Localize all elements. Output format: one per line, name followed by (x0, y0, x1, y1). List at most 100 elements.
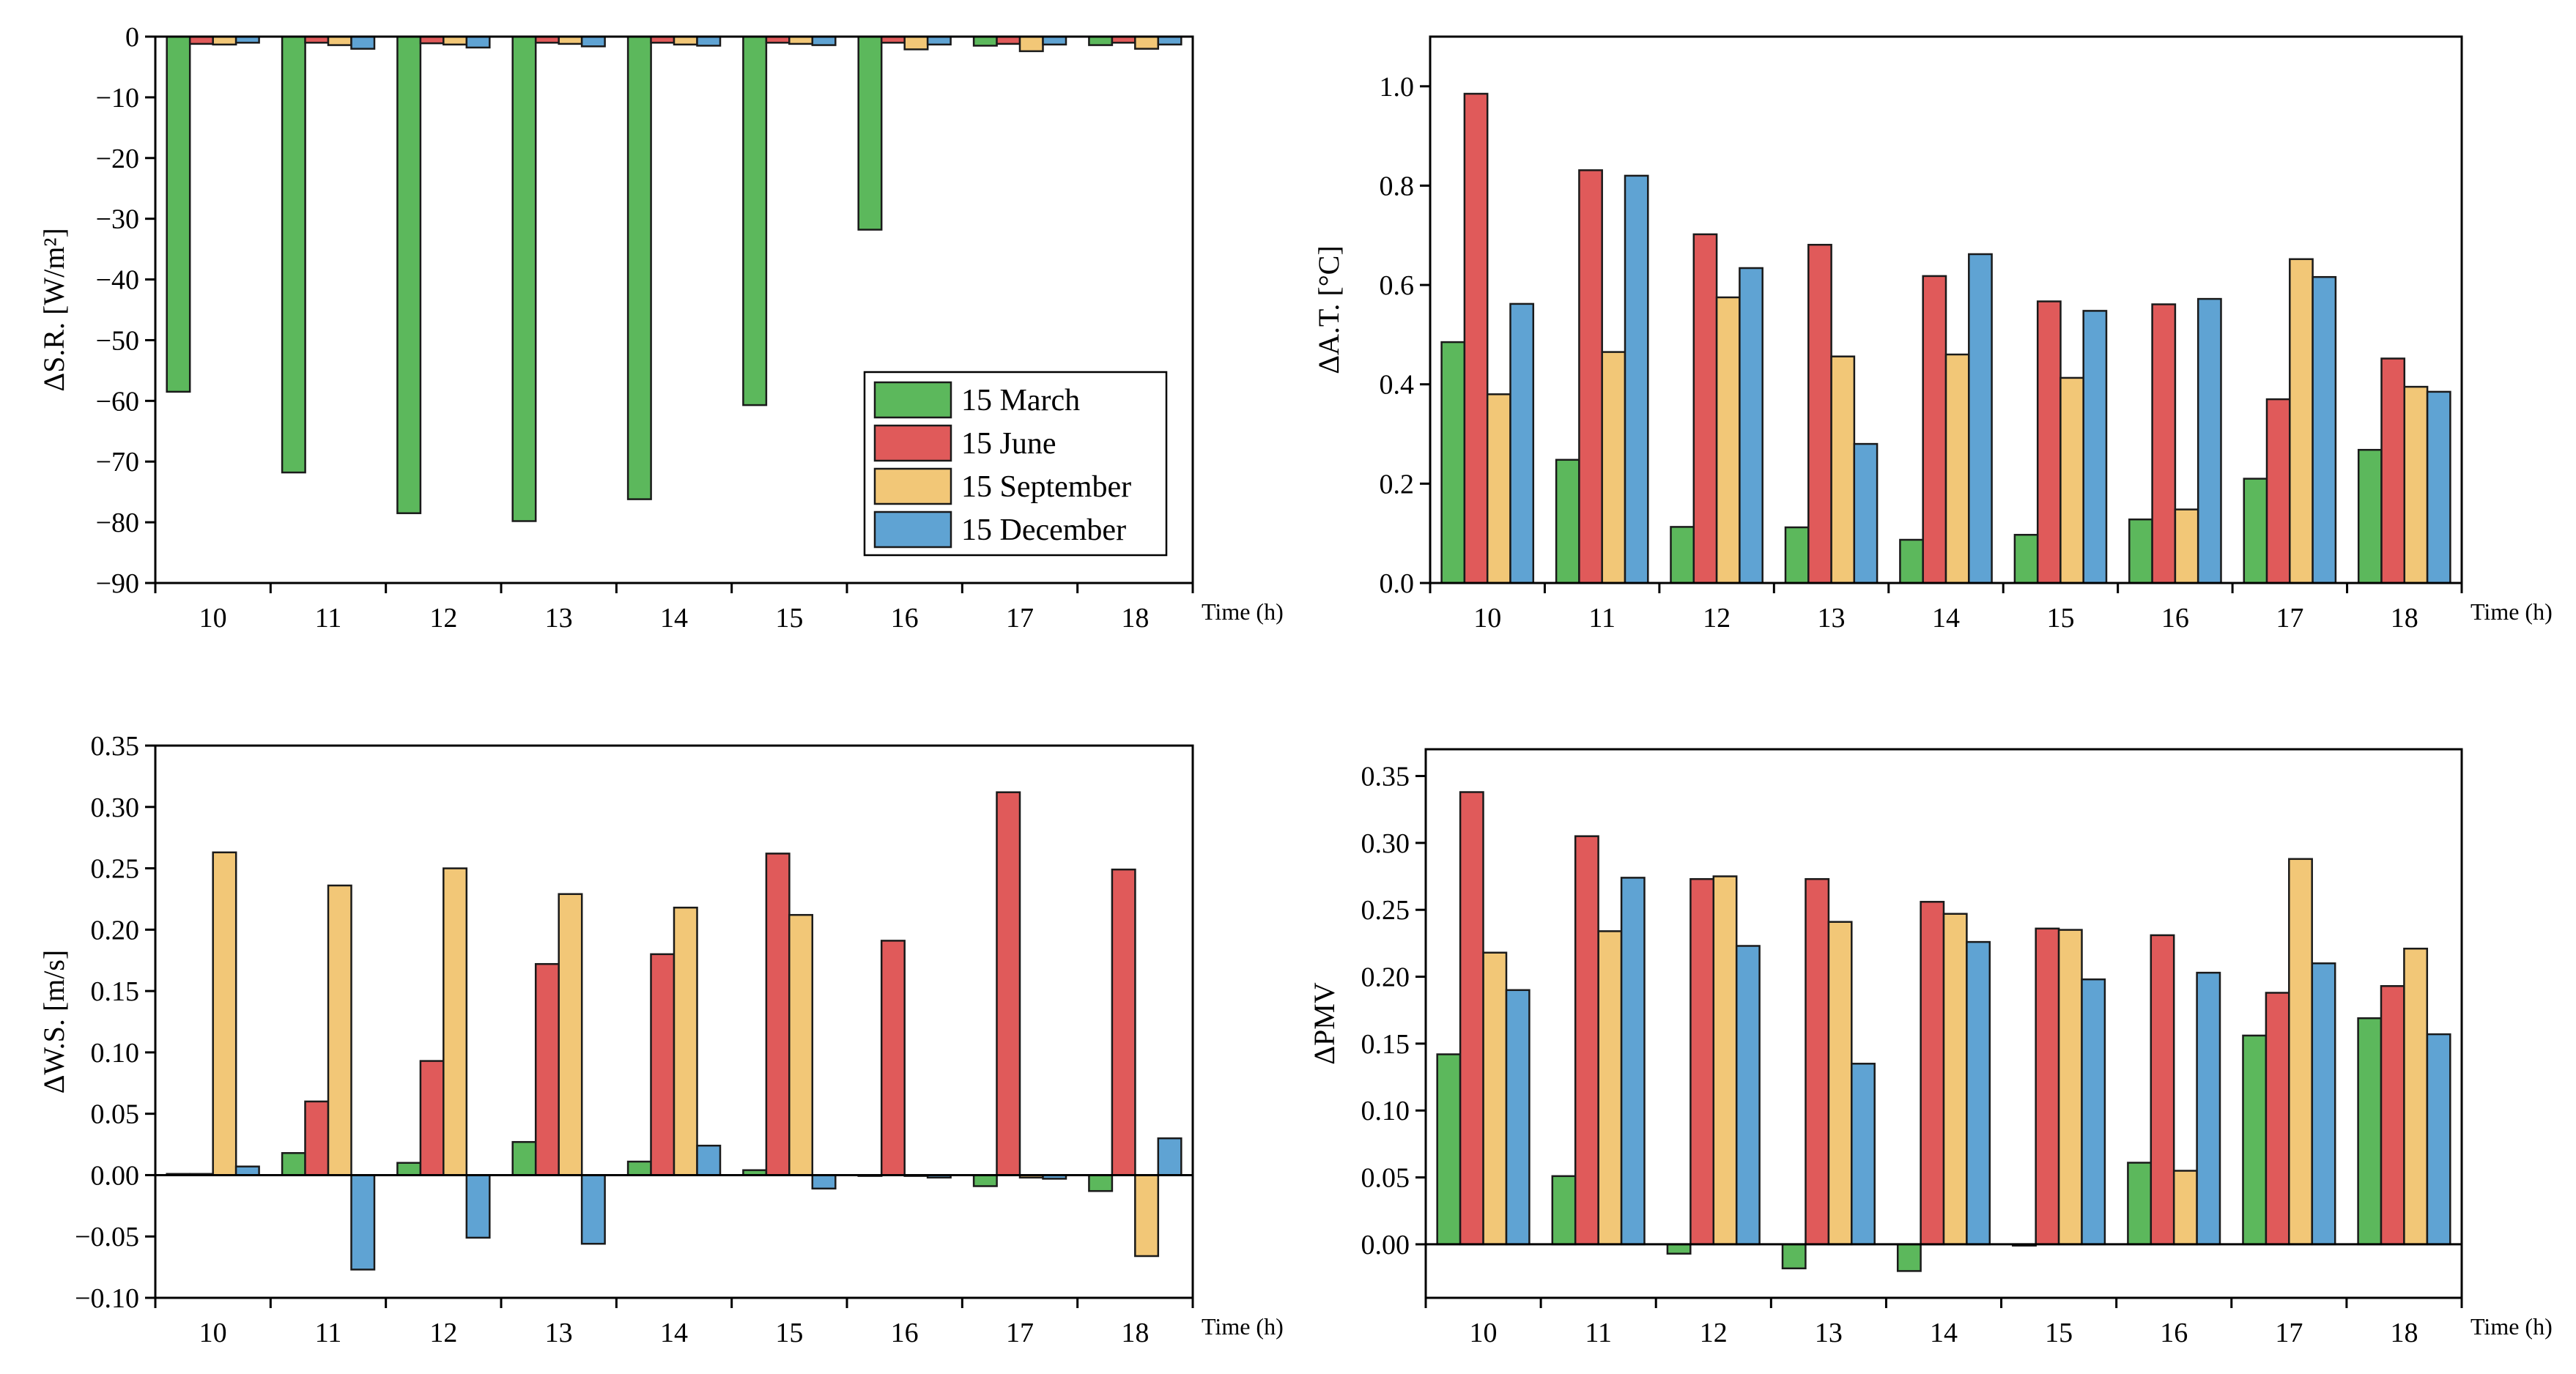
bar-15-march-17 (972, 1174, 998, 1187)
bar-15-september-15 (2057, 929, 2083, 1246)
y-tick-label: −20 (96, 144, 139, 174)
bar-15-december-15 (2081, 978, 2106, 1246)
bar-15-june-11 (1574, 835, 1599, 1246)
bar-15-december-11 (350, 35, 376, 50)
bar-15-march-17 (2242, 1034, 2268, 1246)
y-tick-label: −30 (96, 204, 139, 235)
bar-15-march-10 (1440, 341, 1466, 584)
chart-panel-3: −0.10 −0.05 0.00 0.05 0.10 0.15 0.20 0.25 0.30 0.… (37, 731, 1284, 1348)
y-tick-label: 0.00 (1361, 1230, 1410, 1260)
bar-15-march-12 (1666, 1243, 1692, 1255)
bar-15-june-12 (419, 1060, 445, 1176)
bar-15-september-10 (212, 35, 237, 46)
bar-15-september-12 (443, 35, 468, 46)
bar-15-june-16 (2151, 303, 2177, 584)
x-tick-label: 10 (1473, 603, 1501, 634)
plot-frame (154, 35, 1194, 584)
bar-15-september-13 (558, 893, 583, 1176)
bar-15-june-11 (1578, 169, 1603, 584)
x-tick-label: 10 (199, 1318, 227, 1348)
bar-15-march-16 (857, 35, 883, 231)
bar-15-december-18 (2426, 390, 2451, 584)
legend-swatch (873, 424, 952, 462)
y-tick-label: 0 (125, 22, 139, 53)
bar-15-december-15 (2082, 310, 2108, 584)
x-tick-label: 16 (2160, 1318, 2188, 1348)
x-tick-label: 12 (429, 1318, 457, 1348)
bar-15-september-17 (2289, 258, 2314, 584)
y-tick-label: 0.05 (1361, 1163, 1410, 1194)
bar-15-september-15 (2059, 376, 2084, 584)
bar-15-june-15 (765, 853, 791, 1176)
bar-15-december-15 (811, 1174, 837, 1190)
bar-15-september-11 (327, 35, 352, 46)
bar-15-june-14 (1920, 901, 1945, 1246)
y-tick-label: −40 (96, 265, 139, 296)
bar-15-december-18 (1157, 1137, 1182, 1176)
y-tick-label: 0.30 (91, 792, 140, 823)
x-tick-label: 16 (2161, 603, 2189, 634)
x-tick-label: 18 (1121, 603, 1149, 634)
x-tick-label: 15 (775, 1318, 803, 1348)
x-axis-label: Time (h) (1202, 598, 1284, 625)
y-tick-label: 0.10 (91, 1038, 140, 1069)
y-tick-label: 0.15 (1361, 1029, 1410, 1060)
y-axis-label: ΔA.T. [°C] (1312, 245, 1345, 374)
bar-15-september-18 (1134, 1174, 1160, 1258)
legend-label: 15 March (961, 384, 1080, 417)
x-tick-label: 13 (1815, 1318, 1843, 1348)
x-axis-label: Time (h) (1202, 1313, 1284, 1340)
bar-15-june-10 (1459, 791, 1484, 1246)
y-tick-label: 0.2 (1380, 469, 1415, 500)
bar-15-december-17 (2312, 275, 2337, 584)
y-tick-label: −90 (96, 568, 139, 599)
bar-15-december-17 (2311, 962, 2336, 1246)
bar-15-june-15 (2035, 927, 2060, 1246)
bar-15-march-14 (1896, 1243, 1922, 1272)
x-tick-label: 16 (891, 603, 919, 634)
bar-15-june-13 (1807, 243, 1832, 584)
y-tick-label: −10 (96, 83, 139, 114)
y-tick-label: 0.25 (91, 854, 140, 885)
bar-15-june-14 (1922, 275, 1947, 584)
y-tick-label: −80 (96, 508, 139, 538)
x-tick-label: 10 (199, 603, 227, 634)
bar-15-september-13 (1827, 921, 1853, 1246)
bar-15-september-18 (1134, 35, 1160, 50)
y-tick-label: 0.25 (1361, 895, 1410, 926)
bar-15-september-14 (1942, 913, 1968, 1246)
bar-15-december-18 (2426, 1033, 2451, 1246)
bar-15-june-17 (996, 791, 1021, 1176)
y-tick-label: −0.05 (75, 1222, 139, 1252)
bar-15-june-15 (2036, 300, 2062, 584)
bar-15-december-11 (1624, 174, 1649, 584)
bar-15-september-18 (2403, 385, 2429, 584)
bar-15-december-16 (2196, 971, 2221, 1246)
x-tick-label: 13 (545, 603, 573, 634)
bar-15-june-10 (1463, 92, 1489, 584)
y-tick-label: 0.20 (91, 915, 140, 946)
bar-15-march-11 (281, 35, 306, 474)
x-tick-label: 10 (1470, 1318, 1498, 1348)
bar-15-march-11 (281, 1152, 306, 1176)
bar-15-september-14 (673, 906, 698, 1176)
bar-15-march-18 (2357, 1017, 2383, 1246)
bar-15-march-13 (511, 35, 537, 522)
bar-15-december-10 (1509, 302, 1535, 584)
bar-15-march-10 (1436, 1053, 1462, 1246)
bar-15-december-18 (1157, 35, 1182, 46)
bar-15-december-10 (1505, 989, 1531, 1246)
bar-15-september-10 (1482, 951, 1508, 1246)
x-tick-label: 11 (1588, 603, 1615, 634)
x-tick-label: 18 (1121, 1318, 1149, 1348)
bar-15-june-18 (1111, 868, 1136, 1176)
plot-frame (154, 744, 1194, 1299)
y-tick-label: 0.0 (1380, 568, 1415, 599)
bar-15-september-11 (1601, 351, 1626, 584)
bar-15-june-18 (2380, 985, 2405, 1246)
bar-15-september-16 (2172, 1170, 2198, 1246)
x-tick-label: 15 (2045, 1318, 2073, 1348)
bar-15-september-10 (212, 851, 237, 1176)
y-tick-label: 0.00 (91, 1160, 140, 1191)
x-tick-label: 12 (1700, 1318, 1728, 1348)
